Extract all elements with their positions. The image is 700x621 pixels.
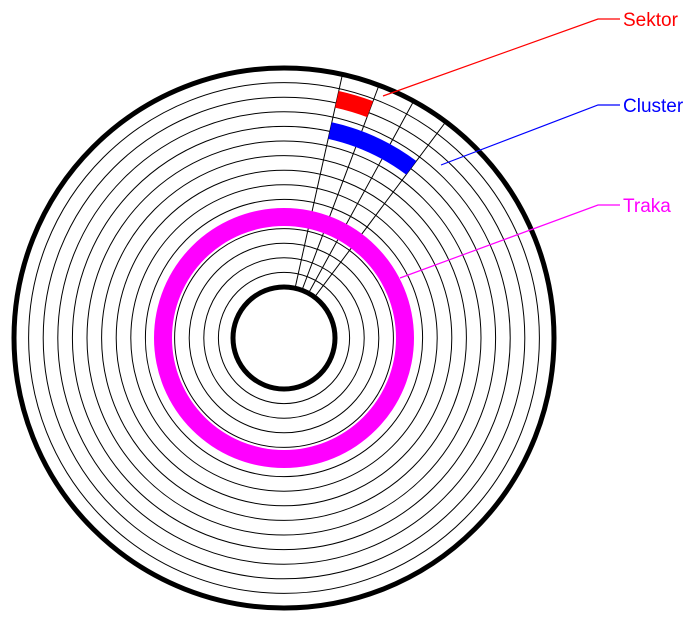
disk [11,65,557,611]
sector-label: Sektor [623,10,679,31]
track-ring [42,96,526,580]
cluster-label: Cluster [623,96,684,117]
sector-highlight [335,91,374,118]
track-ring [57,111,511,565]
track-ring [174,228,394,448]
track-ring [130,184,438,492]
track-label: Traka [623,196,671,217]
track-ring [217,271,351,405]
track-ring [28,82,540,594]
disk-spindle-hole [230,284,338,392]
cluster-highlight [328,122,417,175]
track-ring [71,125,497,551]
track-ring [188,242,380,434]
track-ring [203,257,365,419]
sector-divider-line [314,121,447,298]
sector-callout-line [382,18,620,97]
track-ring [86,140,482,536]
track-rings [28,82,540,594]
track-ring [144,198,424,478]
track-callout-line [399,204,620,279]
sector-divider-line [294,74,343,289]
sector-divider-line [301,85,380,291]
track-ring [115,169,453,507]
cluster-callout-line [440,104,620,166]
sector-divider-line [308,100,415,294]
sector-divider-lines [294,74,447,298]
track-ring [101,155,467,521]
